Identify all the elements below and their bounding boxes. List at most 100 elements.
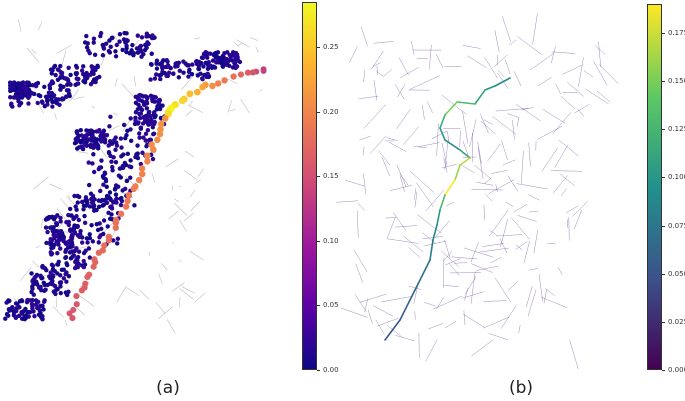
edge: [99, 147, 109, 159]
edge: [502, 159, 516, 166]
edge: [559, 173, 575, 187]
edge: [171, 282, 185, 292]
edge: [469, 119, 477, 147]
edge: [336, 200, 358, 203]
node: [90, 65, 95, 71]
node: [137, 115, 143, 121]
node: [104, 184, 109, 190]
node: [75, 146, 80, 151]
edge: [441, 143, 448, 166]
edge: [422, 104, 425, 120]
node: [58, 284, 63, 289]
edge: [139, 103, 147, 112]
edge: [436, 123, 439, 156]
edge: [593, 60, 608, 86]
node: [96, 198, 101, 203]
edge: [523, 240, 530, 264]
node: [138, 111, 144, 116]
node: [63, 255, 69, 260]
node: [35, 80, 41, 86]
edge-route: [456, 101, 476, 105]
edge: [56, 208, 69, 223]
edge: [537, 77, 552, 87]
edge: [158, 273, 163, 285]
node: [138, 125, 144, 130]
edge: [240, 98, 250, 114]
edge: [515, 241, 528, 250]
node: [144, 106, 150, 111]
node: [130, 42, 135, 48]
node: [50, 80, 56, 86]
node: [99, 139, 104, 144]
colorbar-tick-label: 0.125: [668, 125, 685, 134]
edge: [255, 46, 259, 53]
node: [76, 217, 82, 223]
node: [158, 104, 163, 110]
edge: [37, 22, 43, 31]
edge: [184, 150, 195, 158]
edge: [571, 201, 588, 217]
edge: [160, 263, 168, 271]
node: [133, 94, 139, 100]
node-central: [117, 210, 125, 218]
node: [54, 97, 59, 102]
edge: [515, 104, 541, 122]
edge: [382, 157, 390, 177]
node: [73, 82, 78, 88]
edge: [155, 302, 166, 314]
node: [133, 110, 139, 115]
edge: [418, 142, 440, 148]
colorbar-tickmark: [662, 81, 665, 83]
node: [110, 35, 115, 40]
colorbar-tick-label: 0.00: [323, 366, 339, 374]
node: [96, 240, 101, 245]
edge: [584, 70, 594, 78]
node: [45, 282, 50, 288]
node: [103, 178, 109, 184]
node: [51, 289, 56, 294]
edge: [482, 243, 504, 247]
edge: [499, 238, 508, 254]
node: [135, 33, 140, 38]
edge: [489, 209, 509, 237]
node: [235, 58, 240, 63]
node: [49, 71, 54, 76]
edge-route: [399, 289, 416, 321]
node: [49, 90, 55, 96]
colorbar-tick-label: 0.20: [323, 107, 339, 116]
edge: [598, 41, 601, 67]
panel-a: 0.00 0.05 0.10 0.15 0.20 0.25 (a): [3, 2, 339, 398]
node: [94, 137, 100, 142]
node: [90, 135, 96, 141]
node: [190, 62, 195, 67]
node: [7, 308, 12, 313]
node: [174, 60, 179, 66]
edge: [358, 96, 379, 99]
edge: [487, 143, 501, 162]
node: [29, 301, 35, 307]
edge: [507, 280, 519, 291]
node-central: [78, 287, 86, 294]
node: [24, 80, 30, 85]
node: [48, 270, 53, 275]
node: [38, 314, 44, 319]
edge: [190, 200, 201, 212]
node: [26, 101, 31, 106]
node: [10, 305, 15, 310]
edge: [183, 170, 197, 180]
node: [145, 142, 150, 147]
node: [37, 308, 42, 313]
edge: [435, 220, 450, 238]
node: [49, 280, 54, 286]
node: [81, 64, 86, 69]
node: [89, 222, 94, 228]
node-central: [249, 69, 256, 76]
node-central: [135, 176, 143, 184]
node: [122, 186, 128, 192]
edge: [427, 101, 433, 113]
edge: [496, 234, 523, 237]
node: [31, 281, 36, 287]
edge: [400, 67, 419, 79]
node: [177, 68, 183, 74]
node: [63, 271, 68, 277]
